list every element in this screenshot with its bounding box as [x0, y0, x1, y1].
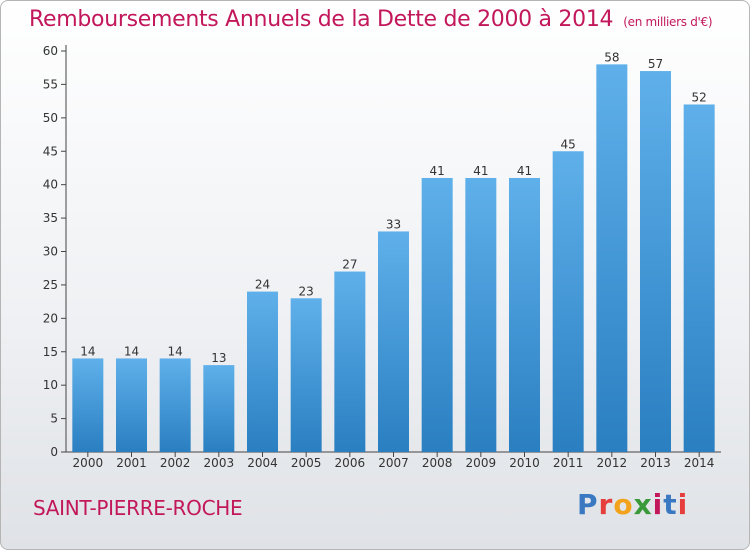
y-tick-label: 40	[43, 178, 58, 192]
axes: 0 5 10 15 20 25 30 35 40 45 50 55 60 2000 2001 2002 2003…	[43, 44, 721, 470]
bar-2002	[159, 358, 191, 452]
value-label: 41	[517, 164, 532, 178]
bar-2007	[378, 231, 409, 452]
y-tick-label: 10	[43, 378, 58, 392]
value-label: 41	[430, 164, 445, 178]
value-label: 23	[299, 284, 314, 298]
value-label: 41	[473, 164, 488, 178]
logo-letter: r	[598, 488, 614, 521]
x-tick-label: 2001	[116, 456, 147, 470]
logo-letter: i	[652, 488, 664, 521]
bars	[72, 64, 715, 453]
value-label: 14	[124, 344, 139, 358]
x-tick-label: 2004	[247, 456, 278, 470]
bar-2013	[640, 71, 671, 453]
x-tick-label: 2003	[204, 456, 235, 470]
logo-letter: o	[613, 488, 634, 521]
y-tick-label: 50	[43, 111, 58, 125]
value-labels: 14 14 14 13 24 23 27 33 41 41 41 45 58 57 52	[80, 50, 707, 365]
y-tick-label: 60	[43, 44, 58, 58]
y-tick-label: 25	[43, 278, 58, 292]
y-tick-label: 5	[50, 412, 58, 426]
chart-subtitle: (en milliers d'€)	[623, 15, 713, 29]
bar-2004	[247, 291, 278, 452]
value-label: 14	[80, 344, 95, 358]
x-tick-label: 2014	[684, 456, 715, 470]
y-tick-label: 35	[43, 211, 58, 225]
value-label: 45	[561, 137, 576, 151]
bar-2010	[509, 177, 540, 452]
place-name: SAINT-PIERRE-ROCHE	[33, 496, 243, 520]
value-label: 52	[692, 90, 707, 104]
chart-title: Remboursements Annuels de la Dette de 20…	[29, 7, 713, 32]
x-tick-label: 2005	[291, 456, 322, 470]
y-tick-label: 55	[43, 77, 58, 91]
y-tick-label: 0	[50, 445, 58, 459]
bar-2005	[290, 298, 322, 452]
value-label: 57	[648, 57, 663, 71]
logo-letter: i	[677, 488, 689, 521]
x-tick-label: 2002	[160, 456, 191, 470]
x-tick-label: 2013	[640, 456, 671, 470]
bar-2009	[465, 177, 497, 452]
logo-letter: x	[633, 488, 653, 521]
value-label: 13	[211, 351, 226, 365]
value-label: 27	[342, 258, 357, 272]
value-label: 14	[168, 344, 183, 358]
bar-2014	[683, 104, 715, 452]
bar-2001	[116, 358, 147, 452]
chart-title-text: Remboursements Annuels de la Dette de 20…	[29, 7, 614, 32]
y-tick-label: 45	[43, 144, 58, 158]
proxiti-logo: Proxiti	[577, 488, 688, 521]
value-label: 33	[386, 217, 401, 231]
x-tick-label: 2010	[509, 456, 540, 470]
y-tick-label: 20	[43, 311, 58, 325]
bar-2011	[552, 151, 584, 452]
x-tick-label: 2006	[335, 456, 366, 470]
bar-2000	[72, 358, 104, 452]
bar-2006	[334, 271, 366, 452]
logo-letter: P	[577, 488, 599, 521]
bar-2008	[421, 177, 453, 452]
y-tick-label: 30	[43, 245, 58, 259]
y-tick-label: 15	[43, 345, 58, 359]
x-tick-label: 2009	[466, 456, 497, 470]
bar-2003	[203, 365, 235, 452]
bar-2012	[596, 64, 628, 452]
x-tick-label: 2012	[597, 456, 628, 470]
x-tick-label: 2008	[422, 456, 453, 470]
x-tick-label: 2000	[73, 456, 104, 470]
value-label: 24	[255, 278, 270, 292]
x-tick-label: 2011	[553, 456, 584, 470]
logo-letter: t	[663, 488, 678, 521]
x-tick-label: 2007	[378, 456, 409, 470]
value-label: 58	[604, 50, 619, 64]
